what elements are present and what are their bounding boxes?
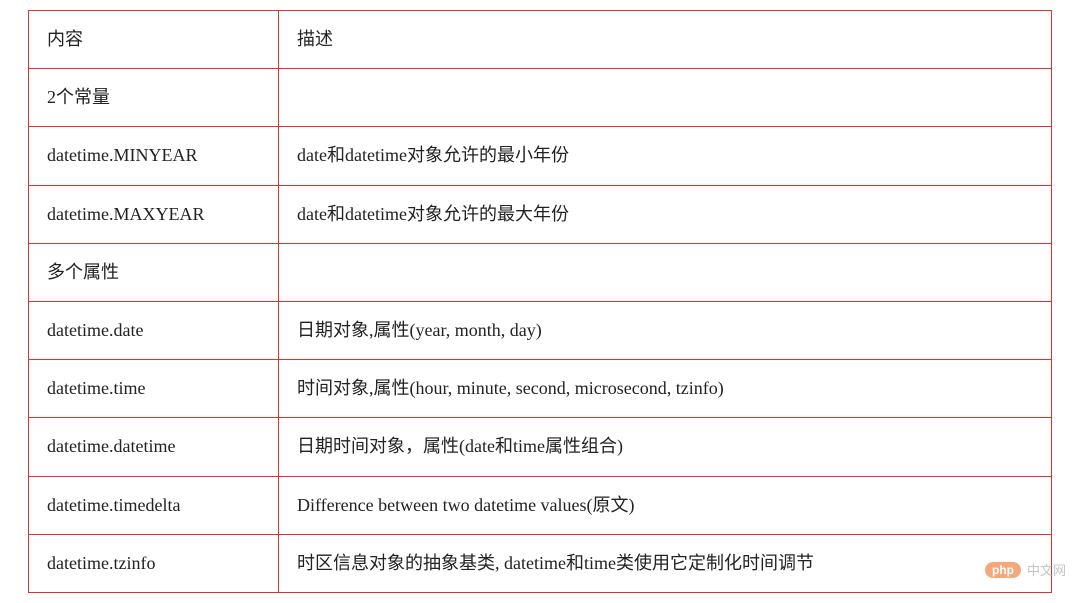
table-row: 多个属性 <box>29 243 1052 301</box>
datetime-reference-table: 内容 描述 2个常量 datetime.MINYEAR date和datetim… <box>28 10 1052 593</box>
cell-description: 日期对象,属性(year, month, day) <box>279 301 1052 359</box>
watermark: php 中文网 <box>985 560 1066 579</box>
table-row: datetime.date 日期对象,属性(year, month, day) <box>29 301 1052 359</box>
table-row: datetime.timedelta Difference between tw… <box>29 476 1052 534</box>
cell-content: datetime.MAXYEAR <box>29 185 279 243</box>
cell-content: datetime.date <box>29 301 279 359</box>
cell-content: datetime.datetime <box>29 418 279 476</box>
watermark-text: 中文网 <box>1027 560 1066 579</box>
cell-content: datetime.tzinfo <box>29 534 279 592</box>
table-row: 2个常量 <box>29 69 1052 127</box>
cell-description: 时区信息对象的抽象基类, datetime和time类使用它定制化时间调节 <box>279 534 1052 592</box>
cell-description: date和datetime对象允许的最大年份 <box>279 185 1052 243</box>
table-row: datetime.MINYEAR date和datetime对象允许的最小年份 <box>29 127 1052 185</box>
table-header-row: 内容 描述 <box>29 11 1052 69</box>
cell-content: datetime.timedelta <box>29 476 279 534</box>
cell-content: datetime.MINYEAR <box>29 127 279 185</box>
cell-description: 日期时间对象，属性(date和time属性组合) <box>279 418 1052 476</box>
cell-description: date和datetime对象允许的最小年份 <box>279 127 1052 185</box>
watermark-badge: php <box>985 562 1021 578</box>
cell-description: 时间对象,属性(hour, minute, second, microsecon… <box>279 360 1052 418</box>
cell-content: 2个常量 <box>29 69 279 127</box>
table-row: datetime.time 时间对象,属性(hour, minute, seco… <box>29 360 1052 418</box>
cell-description <box>279 243 1052 301</box>
table-row: datetime.tzinfo 时区信息对象的抽象基类, datetime和ti… <box>29 534 1052 592</box>
table-row: datetime.datetime 日期时间对象，属性(date和time属性组… <box>29 418 1052 476</box>
cell-description <box>279 69 1052 127</box>
cell-content: datetime.time <box>29 360 279 418</box>
header-col1: 内容 <box>29 11 279 69</box>
table-container: 内容 描述 2个常量 datetime.MINYEAR date和datetim… <box>0 0 1080 603</box>
header-col2: 描述 <box>279 11 1052 69</box>
cell-description: Difference between two datetime values(原… <box>279 476 1052 534</box>
table-row: datetime.MAXYEAR date和datetime对象允许的最大年份 <box>29 185 1052 243</box>
cell-content: 多个属性 <box>29 243 279 301</box>
